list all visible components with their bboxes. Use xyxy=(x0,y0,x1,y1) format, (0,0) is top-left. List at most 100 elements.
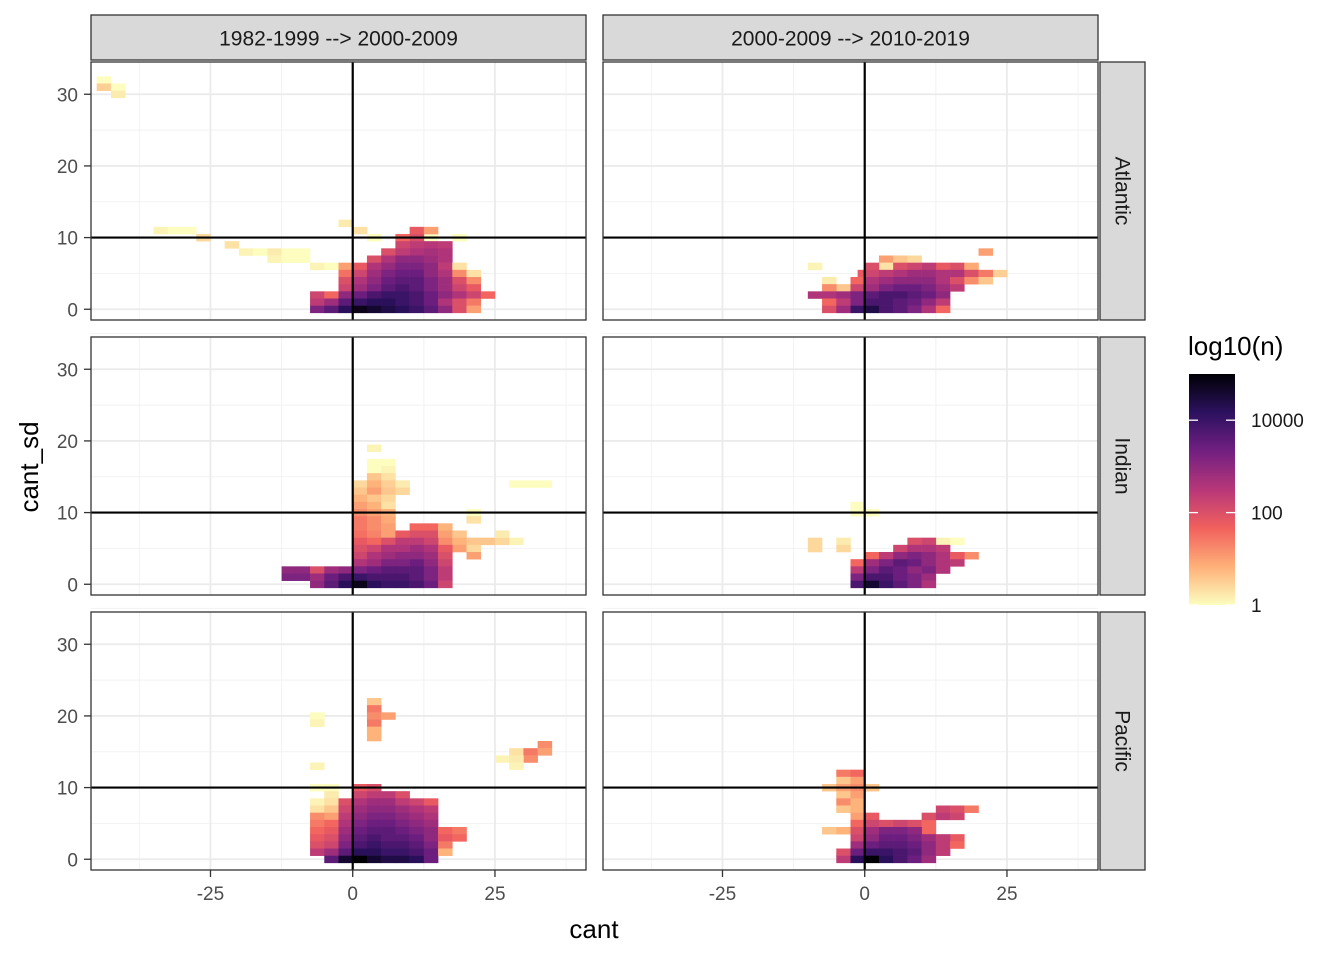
heatmap-cell xyxy=(96,83,112,91)
heatmap-cell xyxy=(907,262,922,271)
heatmap-cell xyxy=(409,834,425,842)
heatmap-cell xyxy=(992,269,1008,278)
heatmap-cell xyxy=(893,848,908,856)
heatmap-cell xyxy=(893,834,908,842)
heatmap-cell xyxy=(352,544,368,553)
heatmap-cell xyxy=(409,573,425,581)
heatmap-cell xyxy=(950,284,965,292)
heatmap-cell xyxy=(893,291,908,299)
heatmap-cell xyxy=(423,580,439,589)
heatmap-cell xyxy=(153,226,169,235)
heatmap-cell xyxy=(366,719,382,727)
heatmap-cell xyxy=(352,523,368,531)
heatmap-cell xyxy=(352,580,368,589)
heatmap-cell xyxy=(310,719,325,727)
heatmap-cell xyxy=(438,305,453,314)
strip-background xyxy=(602,14,1099,61)
heatmap-cell xyxy=(466,284,482,292)
heatmap-cell xyxy=(836,305,851,314)
heatmap-cell xyxy=(409,819,425,828)
heatmap-cell xyxy=(324,580,339,589)
heatmap-cell xyxy=(822,277,837,285)
heatmap-cell xyxy=(423,559,439,567)
heatmap-cell xyxy=(836,855,851,864)
row-strip-label: Indian xyxy=(1111,437,1134,494)
heatmap-cell xyxy=(850,776,866,785)
heatmap-cell xyxy=(324,848,339,856)
heatmap-cell xyxy=(366,791,382,799)
heatmap-cell xyxy=(878,841,894,849)
heatmap-cell xyxy=(324,798,339,806)
heatmap-cell xyxy=(366,726,382,735)
heatmap-cell xyxy=(381,487,396,495)
heatmap-cell xyxy=(836,848,851,856)
column-strip-1: 1982-1999 --> 2000-2009 xyxy=(90,14,587,61)
heatmap-cell xyxy=(907,269,922,278)
heatmap-cell xyxy=(324,805,339,813)
heatmap-cell xyxy=(381,798,396,806)
heatmap-cell xyxy=(395,241,410,249)
y-tick-label: 30 xyxy=(57,635,78,656)
heatmap-cell xyxy=(395,305,410,314)
heatmap-cell xyxy=(523,480,538,488)
heatmap-cell xyxy=(324,298,339,306)
heatmap-cell xyxy=(438,298,453,306)
heatmap-cell xyxy=(395,248,410,256)
heatmap-cell xyxy=(878,573,894,581)
heatmap-cell xyxy=(409,537,425,546)
heatmap-cell xyxy=(352,848,368,856)
heatmap-cell xyxy=(338,298,354,306)
heatmap-cell xyxy=(822,298,837,306)
heatmap-cell xyxy=(423,284,439,292)
heatmap-cell xyxy=(935,848,951,856)
heatmap-cell xyxy=(352,269,368,278)
heatmap-cell xyxy=(921,812,937,821)
heatmap-cell xyxy=(438,566,453,574)
heatmap-cell xyxy=(366,559,382,567)
heatmap-cell xyxy=(523,748,538,756)
heatmap-cell xyxy=(423,305,439,314)
heatmap-cell xyxy=(452,530,467,538)
heatmap-cell xyxy=(409,580,425,589)
heatmap-cell xyxy=(395,277,410,285)
heatmap-cell xyxy=(907,827,922,835)
heatmap-cell xyxy=(423,262,439,271)
heatmap-cell xyxy=(295,255,311,263)
legend-break-label: 100 xyxy=(1251,504,1283,525)
heatmap-cell xyxy=(438,573,453,581)
heatmap-cell xyxy=(438,544,453,553)
heatmap-cell xyxy=(310,762,325,770)
heatmap-cell xyxy=(310,848,325,856)
heatmap-cell xyxy=(423,277,439,285)
heatmap-cell xyxy=(893,855,908,864)
heatmap-cell xyxy=(935,277,951,285)
legend-ticks: 1 100 10000 xyxy=(1189,411,1304,617)
panel-border xyxy=(90,336,587,596)
y-tick-label: 20 xyxy=(57,157,78,178)
heatmap-cell xyxy=(921,573,937,581)
heatmap-cell xyxy=(907,848,922,856)
heatmap-cell xyxy=(281,255,297,263)
x-tick-label: -25 xyxy=(709,884,736,905)
heatmap-cell xyxy=(352,277,368,285)
heatmap-cell xyxy=(466,544,482,553)
heatmap-cells xyxy=(807,248,1008,314)
heatmap-cell xyxy=(338,219,354,228)
heatmap-cell xyxy=(366,501,382,510)
heatmap-cell xyxy=(409,827,425,835)
heatmap-cell xyxy=(381,501,396,510)
heatmap-cell xyxy=(878,277,894,285)
heatmap-cell xyxy=(352,537,368,546)
heatmap-cell xyxy=(352,262,368,271)
heatmap-cell xyxy=(395,487,410,495)
heatmap-cell xyxy=(822,284,837,292)
y-tick-label: 20 xyxy=(57,432,78,453)
heatmap-cell xyxy=(366,480,382,488)
row-strip-label: Atlantic xyxy=(1111,157,1134,226)
heatmap-cell xyxy=(366,827,382,835)
heatmap-cell xyxy=(836,284,851,292)
legend-title: log10(n) xyxy=(1188,331,1283,361)
heatmap-cell xyxy=(352,791,368,799)
heatmap-cell xyxy=(950,812,965,821)
